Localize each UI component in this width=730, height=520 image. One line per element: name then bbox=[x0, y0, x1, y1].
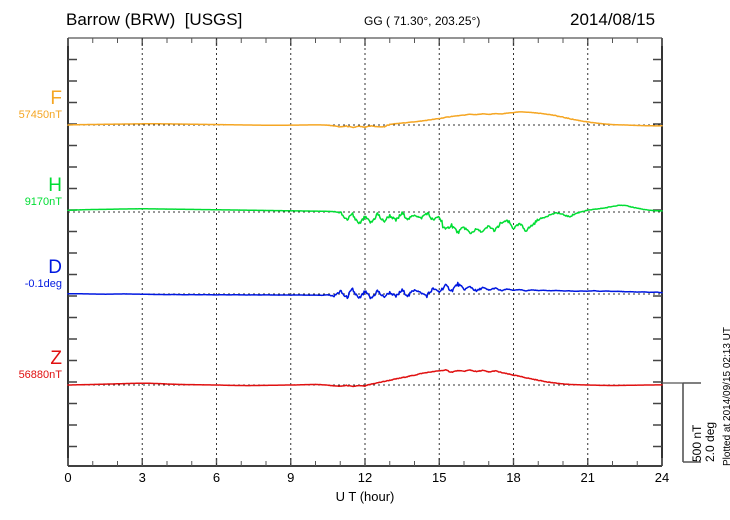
x-tick-label: 18 bbox=[506, 470, 521, 485]
x-tick-label: 15 bbox=[432, 470, 447, 485]
channel-label-z: Z 56880nT bbox=[0, 349, 62, 382]
x-axis-title: U T (hour) bbox=[335, 489, 395, 504]
channel-name: F bbox=[50, 88, 62, 109]
channel-label-h: H 9170nT bbox=[0, 176, 62, 209]
x-tick-label: 24 bbox=[654, 470, 670, 485]
channel-name: Z bbox=[50, 348, 62, 369]
channel-baseline-value: 9170nT bbox=[24, 196, 62, 208]
x-tick-label: 6 bbox=[212, 470, 221, 485]
channel-baseline-value: 57450nT bbox=[18, 109, 62, 121]
channel-baseline-value: -0.1deg bbox=[24, 278, 62, 290]
x-tick-label: 12 bbox=[357, 470, 373, 485]
observation-date: 2014/08/15 bbox=[570, 10, 656, 29]
scale-bar-label-nt: 500 nT bbox=[690, 424, 704, 462]
channel-label-f: F 57450nT bbox=[0, 89, 62, 122]
x-tick-label: 21 bbox=[580, 470, 595, 485]
channel-name: D bbox=[48, 257, 62, 278]
x-tick-label: 9 bbox=[287, 470, 295, 485]
channel-label-d: D -0.1deg bbox=[0, 258, 62, 291]
x-tick-label: 3 bbox=[138, 470, 146, 485]
plotted-timestamp: Plotted at 2014/09/15 02:13 UT bbox=[722, 327, 730, 466]
scale-bar-label-deg: 2.0 deg bbox=[703, 421, 717, 462]
channel-baseline-value: 56880nT bbox=[18, 369, 62, 381]
channel-name: H bbox=[48, 175, 62, 196]
x-tick-label: 0 bbox=[64, 470, 72, 485]
page-title: Barrow (BRW) [USGS] bbox=[66, 10, 243, 29]
geographic-coordinates: GG ( 71.30°, 203.25°) bbox=[364, 14, 481, 28]
